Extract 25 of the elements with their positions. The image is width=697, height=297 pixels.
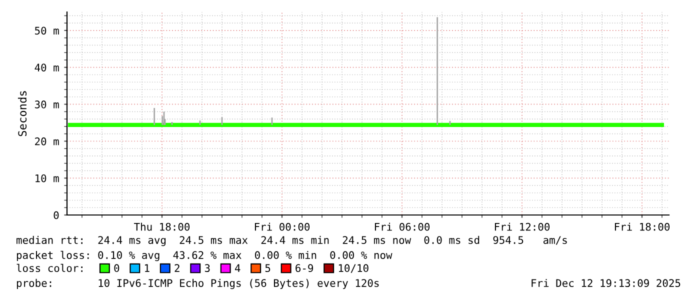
y-tick-label: 40 m bbox=[34, 64, 59, 72]
x-tick-label: Fri 18:00 bbox=[614, 222, 670, 231]
legend-label: 6-9 bbox=[296, 264, 314, 272]
y-tick-label: 20 m bbox=[35, 137, 59, 146]
legend-label: 5 bbox=[265, 264, 270, 272]
x-tick-label: Fri 06:00 bbox=[374, 222, 430, 231]
legend-label: 1 bbox=[145, 264, 150, 272]
text: Fri Dec 12 19:13:09 2025 bbox=[532, 278, 680, 288]
legend-title: loss color: bbox=[16, 264, 82, 272]
text: packet loss: 0.10 % avg 43.62 % max 0.00 % min 0.00 % now bbox=[16, 250, 392, 262]
x-tick-label: Fri 00:00 bbox=[254, 222, 310, 231]
y-tick-label: 10 m bbox=[36, 174, 59, 182]
y-tick-label: 50 m bbox=[35, 26, 59, 35]
legend-label: 10/10 bbox=[338, 264, 368, 273]
legend-label: 4 bbox=[234, 264, 240, 272]
y-tick-label: 0 bbox=[54, 211, 59, 220]
y-axis-title: Seconds bbox=[18, 91, 27, 136]
y-tick-label: 30 m bbox=[34, 100, 59, 108]
x-tick-label: Fri 12:00 bbox=[494, 222, 550, 231]
legend-label: 2 bbox=[174, 264, 180, 272]
text: probe: 10 IPv6-ICMP Echo Pings (56 Bytes) every 120s bbox=[16, 278, 379, 290]
legend-label: 0 bbox=[114, 264, 120, 272]
x-tick-label: Thu 18:00 bbox=[134, 222, 190, 231]
text: median rtt: 24.4 ms avg 24.5 ms max 24.4 ms min 24.5 ms now 0.0 ms sd 954.5 am/s bbox=[16, 236, 567, 246]
legend-label: 3 bbox=[204, 264, 210, 272]
